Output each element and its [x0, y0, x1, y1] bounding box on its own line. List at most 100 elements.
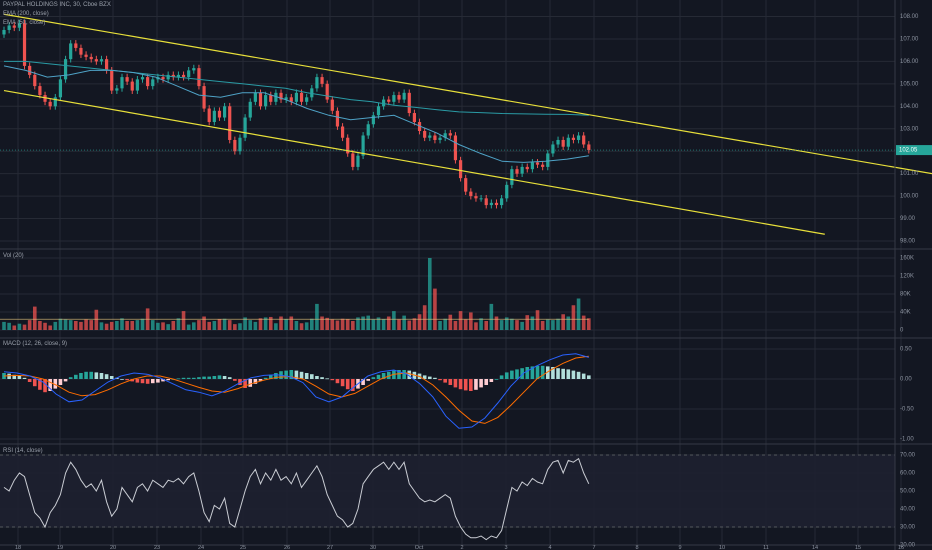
- volume-bar: [520, 321, 524, 330]
- volume-bar: [115, 321, 119, 330]
- volume-bar: [489, 303, 494, 330]
- volume-bar: [268, 316, 273, 330]
- macd-histogram-bar: [345, 379, 350, 390]
- price-tick-label: 98.00: [900, 239, 916, 245]
- rsi-tick-label: 70.00: [900, 453, 916, 459]
- macd-histogram-bar: [145, 379, 150, 384]
- price-tick-label: 99.00: [900, 216, 916, 222]
- price-axis[interactable]: 108.00 107.00 106.00 105.00 104.00 103.00 102.…: [896, 14, 932, 549]
- macd-histogram-bar: [433, 377, 437, 379]
- candle-body: [387, 99, 391, 102]
- time-tick-label: 19: [57, 545, 63, 550]
- macd-histogram-bar: [392, 370, 396, 379]
- volume-bar: [335, 320, 340, 330]
- time-axis[interactable]: 18 19 20 23 24 25 26 27 30 Oct 2 3 4 7 8 9 10 11 14 15 16: [15, 545, 904, 550]
- volume-bar: [32, 306, 37, 330]
- candle-body: [192, 68, 196, 71]
- last-price-label: 102.05: [899, 148, 918, 154]
- macd-histogram-bar: [58, 379, 63, 385]
- candle-body: [161, 77, 165, 80]
- macd-histogram-bar: [397, 370, 401, 379]
- volume-bar: [202, 316, 206, 330]
- time-tick-label: 27: [327, 545, 333, 550]
- volume-bar: [176, 318, 181, 330]
- volume-bar: [484, 321, 489, 330]
- channel-lower-line: [3, 89, 825, 235]
- volume-bar: [63, 319, 68, 330]
- volume-bar: [438, 321, 442, 330]
- time-tick-label: 14: [812, 545, 818, 550]
- volume-bar: [402, 315, 406, 330]
- macd-histogram-bar: [156, 379, 160, 383]
- candle-body: [315, 77, 319, 89]
- candle-body: [428, 135, 432, 138]
- candle-body: [330, 99, 334, 111]
- candle-body: [351, 153, 355, 167]
- macd-legend[interactable]: MACD (12, 26, close, 9): [3, 341, 68, 347]
- time-tick-label: 7: [592, 545, 595, 550]
- candle-body: [284, 97, 288, 100]
- macd-histogram-bar: [371, 377, 376, 379]
- volume-bar: [299, 323, 304, 330]
- macd-histogram-bar: [17, 376, 22, 379]
- candle-body: [135, 79, 139, 91]
- macd-histogram-bar: [27, 379, 32, 382]
- volume-bar: [253, 321, 258, 330]
- volume-bar: [504, 317, 509, 330]
- macd-histogram-bar: [427, 376, 432, 379]
- candle-body: [207, 108, 211, 123]
- macd-histogram-bar: [551, 367, 555, 379]
- candle-body: [361, 135, 365, 156]
- macd-histogram-bar: [504, 372, 509, 379]
- macd-histogram-bar: [576, 371, 581, 379]
- volume-bar: [304, 322, 309, 330]
- macd-histogram-bar: [587, 375, 591, 379]
- volume-bar: [207, 321, 211, 330]
- volume-bar: [186, 324, 191, 330]
- macd-histogram-bar: [407, 370, 412, 379]
- macd-histogram-bar: [202, 376, 206, 379]
- macd-histogram-bar: [530, 366, 535, 379]
- macd-histogram-bar: [94, 372, 99, 379]
- candle-body: [58, 79, 63, 98]
- candle-body: [274, 92, 278, 102]
- candle-body: [166, 74, 170, 80]
- time-tick-label: 16: [898, 545, 904, 550]
- candle-body: [448, 133, 452, 136]
- price-pane[interactable]: [0, 13, 932, 235]
- volume-bar: [576, 298, 581, 330]
- candle-body: [120, 77, 124, 89]
- macd-histogram-bar: [330, 379, 335, 381]
- macd-histogram-bar: [376, 374, 381, 379]
- ema200-legend[interactable]: EMA (200, close): [3, 11, 49, 17]
- ema50-legend[interactable]: EMA (50, close): [3, 20, 46, 26]
- candle-body: [38, 86, 42, 96]
- volume-bar: [279, 316, 283, 330]
- macd-histogram-bar: [510, 370, 514, 379]
- rsi-legend[interactable]: RSI (14, close): [3, 448, 43, 454]
- candle-body: [500, 198, 504, 206]
- rsi-pane[interactable]: [3, 457, 590, 541]
- candle-body: [535, 162, 540, 165]
- macd-signal-line: [3, 355, 589, 424]
- macd-histogram-bar: [458, 379, 463, 390]
- volume-tick-label: 80K: [900, 292, 911, 298]
- macd-histogram-bar: [99, 373, 104, 379]
- volume-bar: [310, 318, 314, 330]
- volume-bar: [233, 324, 237, 330]
- candle-body: [69, 43, 73, 60]
- candle-body: [289, 97, 293, 102]
- macd-pane[interactable]: [2, 353, 591, 429]
- volume-legend[interactable]: Vol (20): [3, 253, 24, 259]
- macd-histogram-bar: [320, 377, 324, 379]
- candle-body: [140, 77, 145, 80]
- time-tick-label: 3: [504, 545, 507, 550]
- macd-histogram-bar: [176, 378, 181, 380]
- macd-histogram-bar: [79, 373, 83, 379]
- macd-histogram-bar: [197, 377, 201, 379]
- macd-histogram-bar: [494, 379, 499, 380]
- candle-body: [176, 74, 181, 78]
- volume-pane[interactable]: [0, 258, 591, 330]
